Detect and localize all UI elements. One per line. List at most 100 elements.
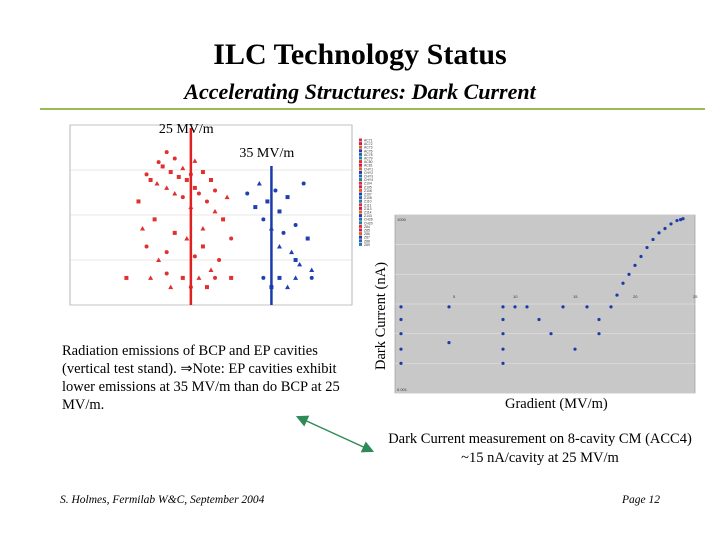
- data-point: [148, 177, 153, 182]
- legend-label: Z87: [364, 236, 370, 240]
- data-point: [501, 317, 505, 322]
- data-point: [160, 164, 165, 169]
- data-point: [229, 236, 234, 241]
- data-point: [200, 226, 206, 231]
- radiation-legend: AC71AC72AC73AC76AC78AC79AC80AC81CHY1CHY2…: [359, 138, 373, 247]
- data-point: [164, 185, 170, 190]
- legend-label: AC81: [364, 164, 373, 168]
- data-point: [221, 217, 226, 222]
- data-point: [212, 208, 218, 214]
- data-point: [651, 237, 655, 242]
- data-point: [180, 275, 185, 280]
- legend-marker: [359, 170, 362, 174]
- data-point: [561, 305, 565, 309]
- legend-label: CHY3: [364, 175, 373, 179]
- data-point: [501, 332, 505, 336]
- data-point: [679, 217, 683, 222]
- legend-label: Z104: [364, 182, 372, 186]
- radiation-gridlines: [70, 124, 352, 306]
- data-point: [148, 275, 154, 280]
- data-point: [633, 263, 637, 268]
- data-point: [152, 217, 157, 222]
- legend-label: Z113: [364, 207, 372, 211]
- legend-marker: [359, 217, 362, 221]
- legend-marker: [359, 214, 362, 218]
- y-tick-label: 1000: [397, 217, 407, 222]
- data-point: [192, 158, 198, 163]
- legend-label: AC80: [364, 160, 373, 164]
- data-point: [309, 275, 314, 280]
- legend-label: Z85: [364, 229, 370, 233]
- legend-marker: [359, 203, 362, 207]
- legend-label: Z88: [364, 239, 370, 243]
- data-point: [289, 249, 295, 255]
- data-point: [172, 230, 177, 235]
- legend-marker: [359, 228, 362, 232]
- data-point: [168, 170, 173, 175]
- legend-label: Z111: [364, 203, 371, 207]
- data-point: [293, 258, 298, 262]
- data-point: [627, 272, 631, 276]
- legend-label: Z110: [364, 200, 372, 204]
- legend-marker: [359, 160, 362, 164]
- data-point: [585, 305, 589, 309]
- data-point: [180, 165, 186, 171]
- legend-marker: [359, 185, 362, 189]
- data-point: [136, 199, 141, 204]
- legend-marker: [359, 156, 362, 160]
- legend-marker: [359, 145, 362, 149]
- data-point: [172, 156, 177, 161]
- legend-marker: [359, 188, 362, 192]
- data-point: [273, 188, 278, 193]
- legend-marker: [359, 239, 362, 243]
- data-point: [156, 257, 162, 262]
- y-axis-label: Dark Current (nA): [373, 262, 389, 370]
- data-point: [277, 275, 282, 280]
- legend-label: AC76: [364, 149, 373, 153]
- data-point: [229, 275, 234, 280]
- legend-label: AC71: [364, 139, 373, 143]
- legend-marker: [359, 192, 362, 196]
- data-point: [144, 244, 149, 249]
- data-point: [681, 217, 685, 221]
- legend-marker: [359, 199, 362, 203]
- legend-marker: [359, 221, 362, 225]
- link-arrow: [295, 415, 375, 453]
- footer-page: Page 12: [622, 494, 661, 506]
- data-point: [675, 218, 679, 223]
- legend-label: Z89: [364, 243, 370, 247]
- data-point: [204, 199, 209, 204]
- dark-current-points: [399, 217, 685, 365]
- data-point: [164, 150, 169, 155]
- left-caption-note: Note: EP cavities exhibit lower emission…: [62, 361, 340, 413]
- data-point: [200, 244, 205, 249]
- data-point: [154, 181, 160, 186]
- data-point: [645, 245, 649, 250]
- data-point: [501, 305, 505, 309]
- data-point: [615, 293, 619, 297]
- legend-marker: [359, 167, 362, 171]
- data-point: [265, 199, 270, 204]
- legend-marker: [359, 142, 362, 146]
- data-point: [285, 284, 291, 290]
- legend-label: Z143: [364, 214, 372, 218]
- left-caption-text: Radiation emissions of BCP and EP caviti…: [62, 343, 318, 377]
- data-point: [447, 340, 451, 345]
- legend-marker: [359, 138, 362, 142]
- data-point: [196, 191, 201, 196]
- legend-label: Z114: [364, 211, 372, 215]
- data-point: [200, 170, 205, 175]
- data-point: [276, 243, 282, 249]
- data-point: [399, 317, 403, 322]
- data-point: [281, 230, 286, 235]
- data-point: [663, 226, 667, 231]
- legend-label: Z108: [364, 196, 372, 200]
- data-point: [399, 305, 403, 309]
- x-tick-label: 25: [693, 294, 698, 299]
- dark-current-chart: 5 10 15 20 25 1000 0.001 Dark Current (nA): [373, 214, 698, 394]
- radiation-chart: 25 MV/m 35 MV/m AC71AC72AC73AC76AC78AC79…: [69, 122, 373, 306]
- legend-label: AC73: [364, 146, 373, 150]
- data-point: [549, 332, 553, 336]
- data-point: [305, 236, 310, 241]
- data-point: [164, 271, 169, 276]
